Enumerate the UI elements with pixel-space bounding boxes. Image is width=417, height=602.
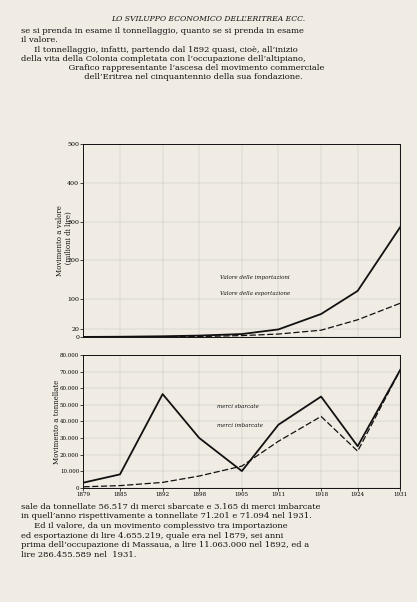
Text: il valore.: il valore.: [21, 36, 58, 44]
Text: ed esportazione di lire 4.655.219, quale era nel 1879, sei anni: ed esportazione di lire 4.655.219, quale…: [21, 532, 283, 539]
Text: Grafico rappresentante l’ascesa del movimento commerciale: Grafico rappresentante l’ascesa del movi…: [58, 64, 325, 72]
Text: se si prenda in esame il tonnellaggio, quanto se si prenda in esame: se si prenda in esame il tonnellaggio, q…: [21, 27, 304, 35]
Text: LO SVILUPPO ECONOMICO DELL’ERITREA ECC.: LO SVILUPPO ECONOMICO DELL’ERITREA ECC.: [111, 15, 306, 23]
Text: Il tonnellaggio, infatti, partendo dal 1892 quasi, cioè, all’inizio: Il tonnellaggio, infatti, partendo dal 1…: [21, 46, 298, 54]
Y-axis label: Movimento a tonnellate: Movimento a tonnellate: [53, 379, 61, 464]
Text: Valore della esportazione: Valore della esportazione: [220, 291, 290, 296]
Text: dell’Eritrea nel cinquantennio della sua fondazione.: dell’Eritrea nel cinquantennio della sua…: [58, 73, 303, 81]
Text: sale da tonnellate 56.517 di merci sbarcate e 3.165 di merci imbarcate: sale da tonnellate 56.517 di merci sbarc…: [21, 503, 320, 510]
Text: merci imbarcate: merci imbarcate: [216, 423, 263, 427]
Text: Ed il valore, da un movimento complessivo tra importazione: Ed il valore, da un movimento complessiv…: [21, 522, 287, 530]
Text: Valore delle importazioni: Valore delle importazioni: [220, 275, 289, 281]
Text: in quell’anno rispettivamente a tonnellate 71.201 e 71.094 nel 1931.: in quell’anno rispettivamente a tonnella…: [21, 512, 311, 520]
Text: lire 286.455.589 nel  1931.: lire 286.455.589 nel 1931.: [21, 551, 136, 559]
Text: merci sbarcate: merci sbarcate: [216, 404, 259, 409]
Y-axis label: Movimento a valore
   (milioni di lire): Movimento a valore (milioni di lire): [56, 205, 73, 276]
Text: della vita della Colonia completata con l’occupazione dell’altipiano,: della vita della Colonia completata con …: [21, 55, 306, 63]
Text: prima dell’occupazione di Massaua, a lire 11.063.000 nel 1892, ed a: prima dell’occupazione di Massaua, a lir…: [21, 541, 309, 549]
